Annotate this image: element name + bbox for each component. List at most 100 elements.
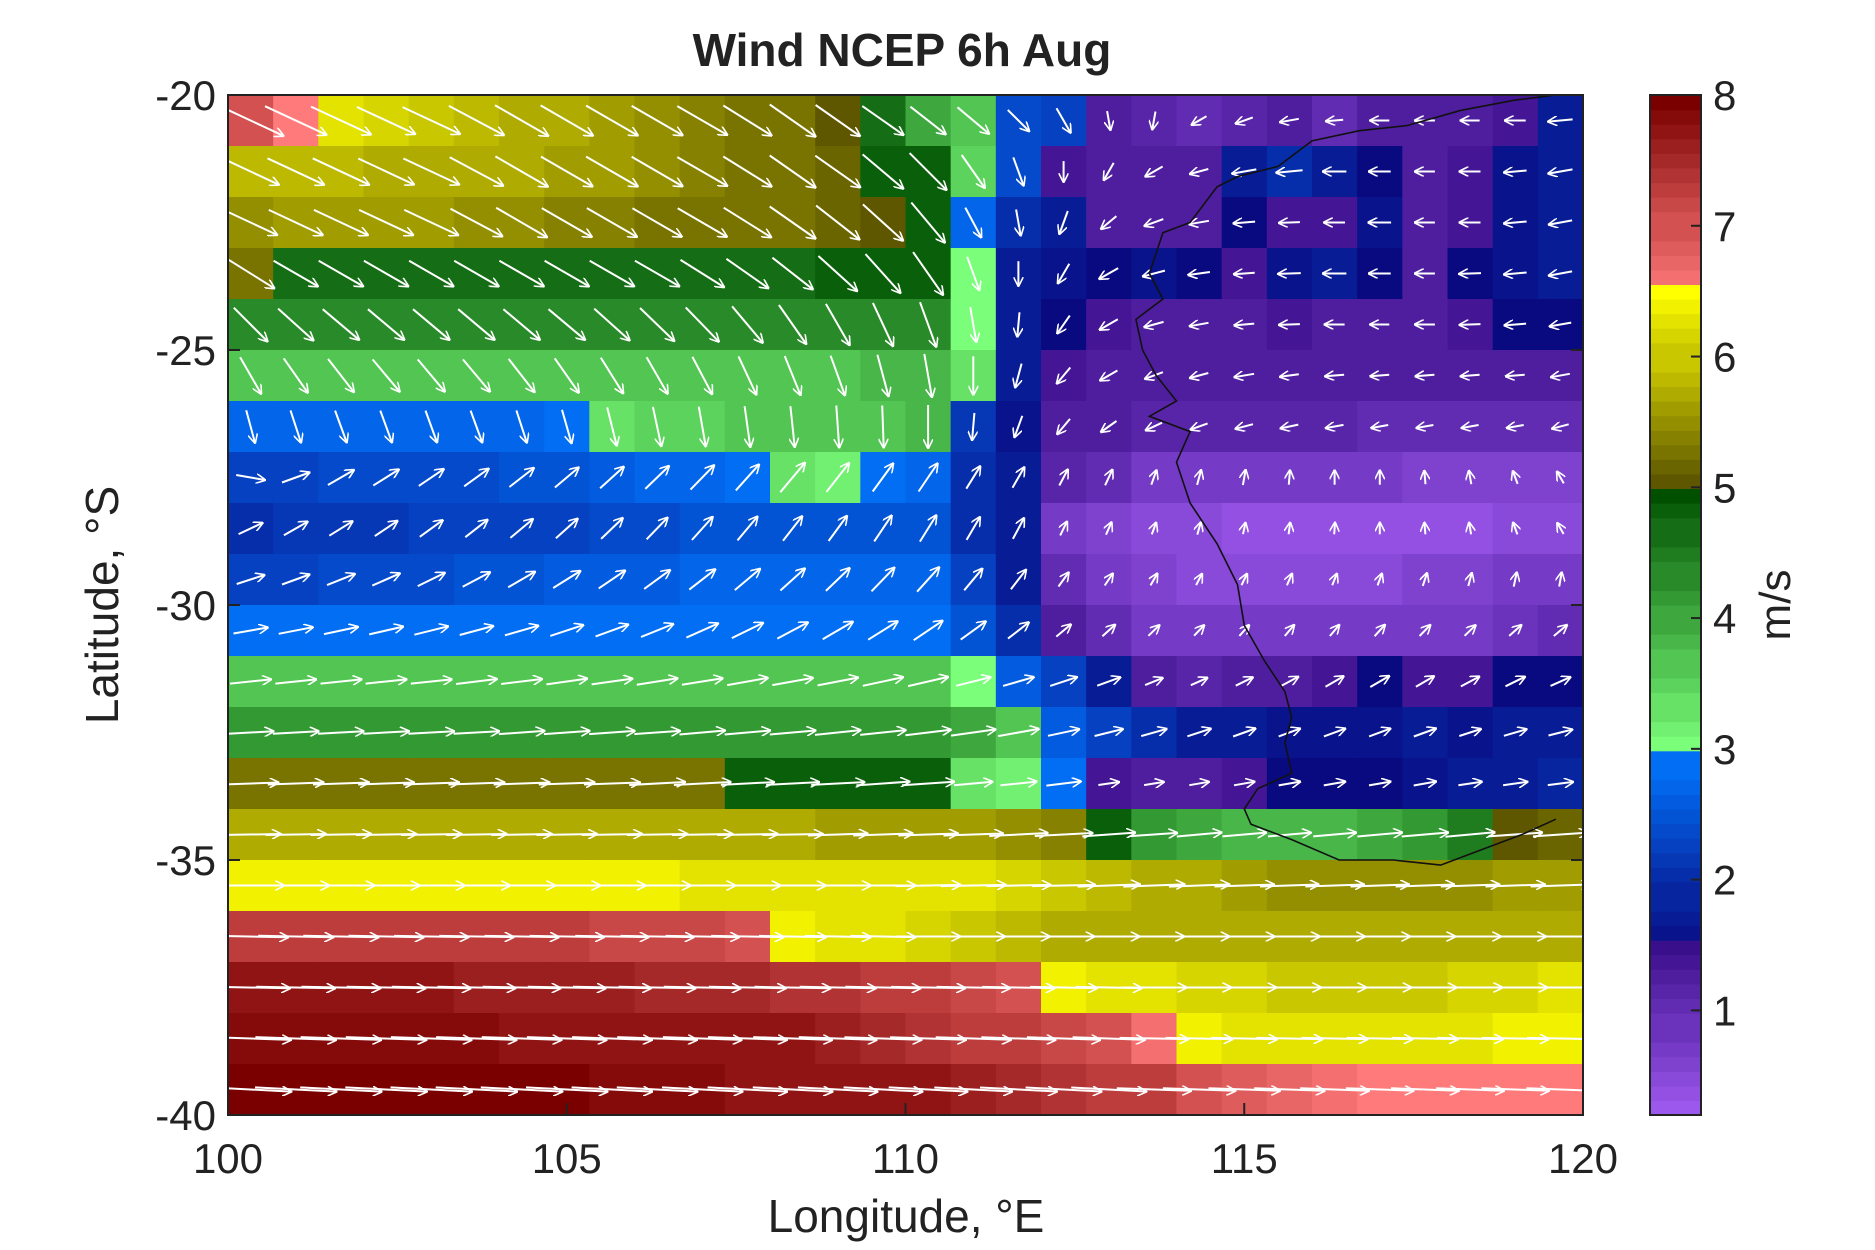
wind-arrow: [989, 833, 1047, 836]
wind-arrow: [720, 782, 774, 785]
wind-arrow: [267, 783, 324, 785]
wind-arrow: [862, 677, 903, 687]
colorbar-swatch: [1650, 197, 1701, 213]
colorbar-swatch: [1650, 663, 1701, 679]
wind-arrow: [1350, 885, 1410, 887]
wind-arrow: [1513, 471, 1518, 485]
wind-arrow: [1460, 324, 1481, 325]
wind-arrow: [1015, 415, 1024, 437]
wind-arrow: [1557, 472, 1564, 484]
wind-arrow: [494, 104, 548, 136]
wind-arrow: [424, 410, 438, 443]
wind-arrow: [1145, 165, 1164, 177]
wind-arrow: [358, 783, 414, 785]
wind-arrow: [681, 678, 723, 686]
wind-arrow: [1488, 833, 1542, 837]
wind-arrow: [453, 259, 498, 287]
wind-arrow: [1192, 115, 1207, 125]
wind-arrow: [1104, 162, 1115, 180]
wind-arrow: [731, 623, 763, 639]
wind-arrow: [498, 259, 543, 287]
x-tick-label: 100: [193, 1135, 263, 1182]
wind-arrow: [688, 569, 715, 591]
wind-arrow: [1101, 215, 1118, 229]
wind-arrow: [645, 518, 668, 540]
wind-arrow: [1025, 1088, 1102, 1092]
wind-arrow: [954, 782, 992, 785]
wind-arrow: [267, 157, 325, 184]
wind-arrow: [1057, 573, 1069, 588]
wind-arrow: [662, 1037, 742, 1040]
wind-arrow: [1057, 315, 1071, 334]
wind-arrow: [917, 464, 938, 493]
wind-arrow: [504, 626, 538, 637]
wind-arrow: [462, 572, 490, 588]
wind-arrow: [905, 730, 950, 737]
wind-arrow: [1151, 574, 1158, 586]
wind-arrow: [860, 730, 906, 735]
wind-arrow: [1152, 523, 1156, 535]
wind-arrow: [408, 731, 454, 733]
wind-arrow: [593, 307, 629, 341]
wind-arrow: [493, 783, 550, 785]
colorbar-tick-label: 8: [1713, 72, 1736, 119]
wind-arrow: [543, 731, 590, 734]
wind-arrow: [595, 625, 629, 638]
wind-arrow: [310, 105, 371, 135]
wind-arrow: [1280, 374, 1299, 377]
wind-arrow: [328, 521, 352, 537]
colorbar-swatch: [1650, 765, 1701, 781]
wind-arrow: [275, 679, 316, 683]
colorbar-tick-label: 2: [1713, 857, 1736, 904]
wind-arrow: [374, 521, 398, 537]
colorbar-swatch: [1650, 1056, 1701, 1072]
wind-arrow: [414, 626, 448, 636]
wind-arrow: [707, 1087, 788, 1091]
wind-arrow: [277, 307, 313, 341]
wind-arrow: [1000, 782, 1036, 786]
wind-arrow: [1503, 729, 1527, 737]
colorbar-swatch: [1650, 692, 1701, 708]
wind-arrow: [278, 627, 313, 635]
wind-arrow: [1010, 570, 1026, 590]
wind-arrow: [1106, 522, 1112, 536]
wind-arrow: [1101, 625, 1115, 638]
wind-arrow: [643, 570, 670, 590]
wind-arrow: [281, 473, 310, 484]
wind-arrow: [1190, 323, 1209, 326]
wind-arrow: [464, 520, 487, 538]
wind-arrow: [233, 306, 268, 342]
wind-arrow: [1369, 676, 1389, 688]
wind-arrow: [540, 155, 593, 187]
wind-arrow: [1504, 171, 1527, 173]
wind-arrow: [634, 259, 679, 287]
wind-arrow: [363, 259, 408, 287]
wind-arrow: [408, 259, 453, 287]
wind-arrow: [210, 1037, 291, 1040]
wind-arrow: [1357, 833, 1402, 837]
wind-arrow: [1459, 273, 1482, 274]
wind-arrow: [552, 571, 580, 589]
wind-arrow: [448, 783, 505, 785]
x-tick-label: 105: [532, 1135, 602, 1182]
wind-arrow: [651, 406, 661, 446]
wind-arrow: [1049, 677, 1077, 687]
wind-arrow: [1279, 324, 1300, 325]
wind-arrow: [769, 205, 816, 239]
wind-arrow: [323, 627, 358, 636]
colorbar-swatch: [1650, 430, 1701, 446]
wind-arrow: [1424, 471, 1425, 485]
wind-arrow: [365, 679, 407, 683]
wind-arrow: [783, 355, 801, 395]
wind-arrow: [1026, 1037, 1100, 1040]
wind-arrow: [1463, 625, 1476, 637]
wind-arrow: [1415, 375, 1435, 377]
wind-arrow: [1236, 117, 1254, 123]
wind-arrow: [1060, 522, 1067, 536]
wind-arrow: [1145, 219, 1164, 226]
wind-arrow: [1046, 781, 1080, 785]
wind-arrow: [403, 208, 458, 235]
wind-arrow: [817, 255, 857, 291]
wind-arrow: [955, 677, 991, 687]
wind-arrow: [1012, 157, 1023, 185]
